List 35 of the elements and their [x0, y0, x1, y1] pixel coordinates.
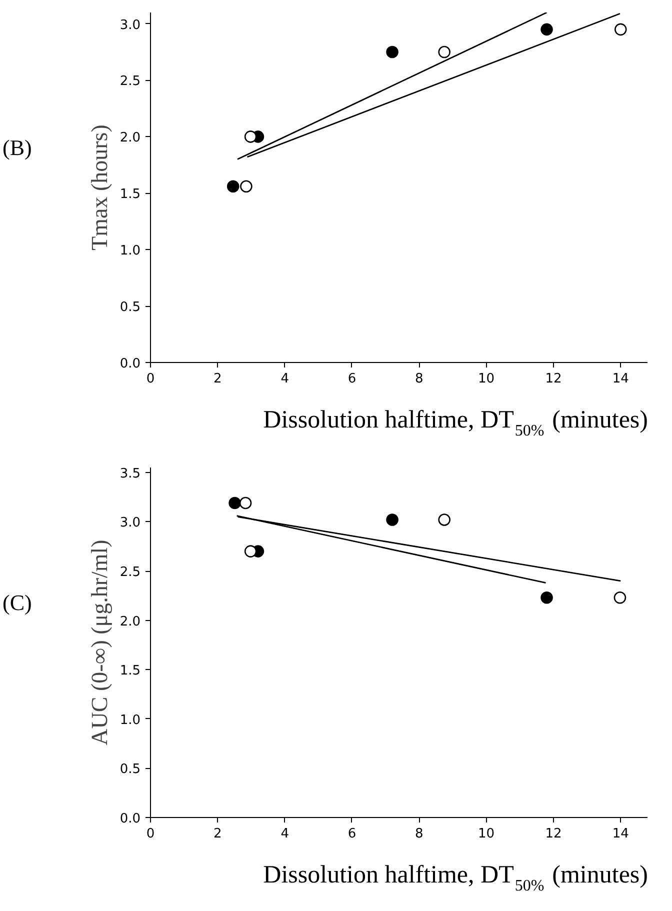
x-tick-label: 12 [545, 372, 562, 386]
x-tick-label: 14 [612, 826, 629, 842]
x-tick-label: 10 [478, 372, 495, 386]
y-tick-label: 0.5 [120, 300, 141, 316]
y-tick-label: 1.5 [120, 187, 141, 202]
x-tick-label: 6 [348, 372, 356, 386]
x-tick-label: 2 [214, 826, 222, 842]
y-tick-label: 1.5 [120, 664, 141, 679]
y-tick-label: 3.0 [120, 516, 141, 531]
y-axis-title: AUC (0-∞) (μg.hr/ml) [86, 540, 112, 746]
x-tick-label: 4 [280, 826, 289, 842]
y-tick-label: 1.0 [120, 244, 141, 259]
y-tick-label: 0.0 [120, 356, 141, 372]
x-tick-label: 8 [415, 372, 424, 386]
x-tick-label: 0 [146, 826, 155, 842]
y-tick-label: 1.0 [120, 712, 141, 728]
x-tick-label: 10 [478, 826, 495, 842]
x-tick-label: 2 [214, 372, 222, 386]
y-tick-label: 3.0 [120, 18, 141, 33]
x-tick-label: 8 [415, 826, 424, 842]
y-tick-label: 3.5 [120, 466, 141, 482]
y-axis-title: Tmax (hours) [86, 124, 112, 250]
x-tick-label: 0 [146, 372, 155, 386]
x-tick-label: 12 [545, 826, 562, 842]
text: (B) [2, 135, 32, 160]
y-tick-label: 0.0 [120, 812, 141, 826]
y-tick-label: 2.5 [120, 74, 141, 90]
x-tick-label: 14 [612, 372, 629, 386]
y-tick-label: 2.5 [120, 565, 141, 580]
x-tick-label: 6 [348, 826, 356, 842]
y-tick-label: 2.0 [120, 130, 141, 146]
x-tick-label: 4 [280, 372, 289, 386]
text: (C) [2, 590, 32, 615]
y-tick-label: 2.0 [120, 614, 141, 630]
y-tick-label: 0.5 [120, 762, 141, 778]
